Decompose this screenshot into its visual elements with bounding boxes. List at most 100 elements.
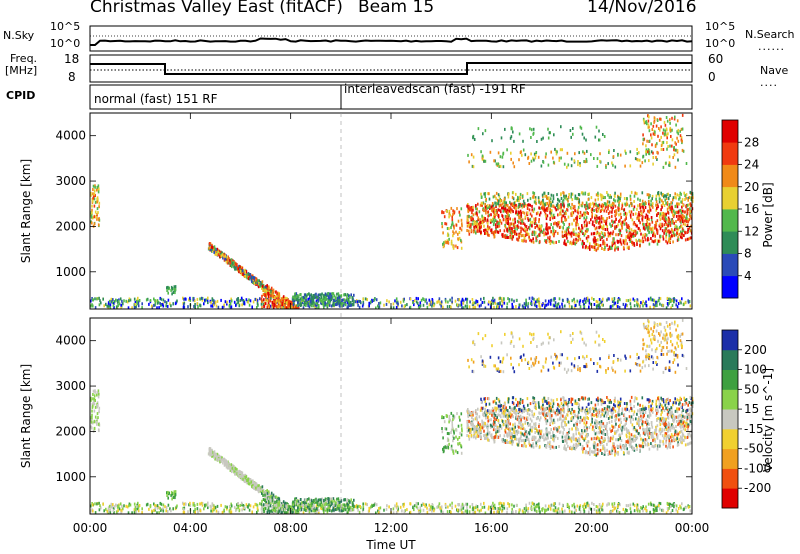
radar-cell [666,202,669,206]
radar-cell [673,298,676,302]
radar-cell [539,510,541,514]
radar-cell [569,232,572,236]
radar-cell [241,508,243,512]
radar-cell [585,505,587,509]
radar-cell [518,220,520,224]
radar-cell [500,502,503,506]
radar-cell [679,196,681,200]
radar-cell [671,144,673,148]
radar-cell [528,208,531,212]
radar-cell [472,306,474,310]
radar-cell [644,159,646,163]
radar-cell [137,501,139,505]
radar-cell [606,298,608,302]
radar-cell [642,233,644,237]
radar-cell [627,299,630,303]
radar-cell [439,301,441,305]
radar-cell [326,303,329,307]
radar-cell [520,229,522,233]
radar-cell [257,285,260,289]
radar-cell [97,223,100,227]
radar-cell [530,136,532,139]
radar-cell [502,233,504,237]
radar-cell [470,207,472,210]
radar-cell [577,233,580,237]
radar-cell [477,202,479,206]
radar-cell [658,200,661,204]
radar-cell [94,502,96,506]
radar-cell [538,218,540,222]
radar-cell [490,507,492,511]
radar-cell [578,226,580,230]
radar-cell [121,504,123,508]
radar-cell [656,229,659,233]
radar-cell [600,506,602,510]
radar-cell [211,304,214,308]
radar-cell [511,208,513,212]
radar-cell [662,148,665,151]
radar-cell [268,304,271,308]
radar-cell [122,302,124,306]
radar-cell [557,206,559,210]
radar-cell [316,306,318,310]
radar-cell [617,240,620,244]
radar-cell [169,302,171,306]
radar-cell [261,306,263,309]
radar-cell [533,506,536,510]
radar-cell [424,299,426,303]
radar-cell [212,504,215,508]
radar-cell [216,299,219,303]
radar-cell [650,298,652,302]
radar-cell [486,204,489,208]
radar-cell [676,119,679,123]
radar-cell [516,224,519,228]
radar-cell [634,229,637,233]
radar-cell [312,295,314,299]
radar-cell [335,303,337,307]
radar-cell [456,508,459,512]
radar-cell [474,510,477,514]
radar-cell [506,510,508,514]
radar-cell [598,225,600,229]
radar-cell [577,163,579,167]
radar-cell [250,275,253,279]
radar-cell [655,208,657,212]
radar-cell [673,503,676,507]
radar-cell [92,216,94,220]
radar-cell [252,300,255,304]
radar-cell [618,306,621,309]
radar-cell [578,202,581,206]
radar-cell [530,508,533,512]
radar-cell [93,394,96,398]
radar-cell [419,509,422,513]
radar-cell [90,398,92,402]
radar-cell [458,231,461,234]
radar-cell [509,200,511,204]
radar-cell [93,192,96,196]
radar-cell [92,400,95,404]
radar-cell [655,228,658,232]
radar-cell [605,219,608,223]
radar-cell [422,297,424,301]
radar-cell [565,243,568,247]
radar-cell [466,215,469,219]
radar-cell [327,292,330,296]
radar-cell [512,229,514,233]
radar-cell [487,225,489,229]
radar-cell [490,302,492,306]
radar-cell [170,304,172,308]
radar-cell [504,206,507,210]
radar-cell [525,203,527,207]
radar-cell [661,508,663,512]
radar-cell [565,234,568,238]
radar-cell [687,300,690,304]
radar-cell [207,301,209,305]
radar-cell [460,218,463,222]
radar-cell [502,165,505,169]
radar-cell [406,508,408,512]
radar-cell [219,255,221,259]
radar-cell [440,507,443,511]
radar-cell [517,205,520,209]
radar-cell [601,504,604,508]
radar-cell [684,223,687,227]
